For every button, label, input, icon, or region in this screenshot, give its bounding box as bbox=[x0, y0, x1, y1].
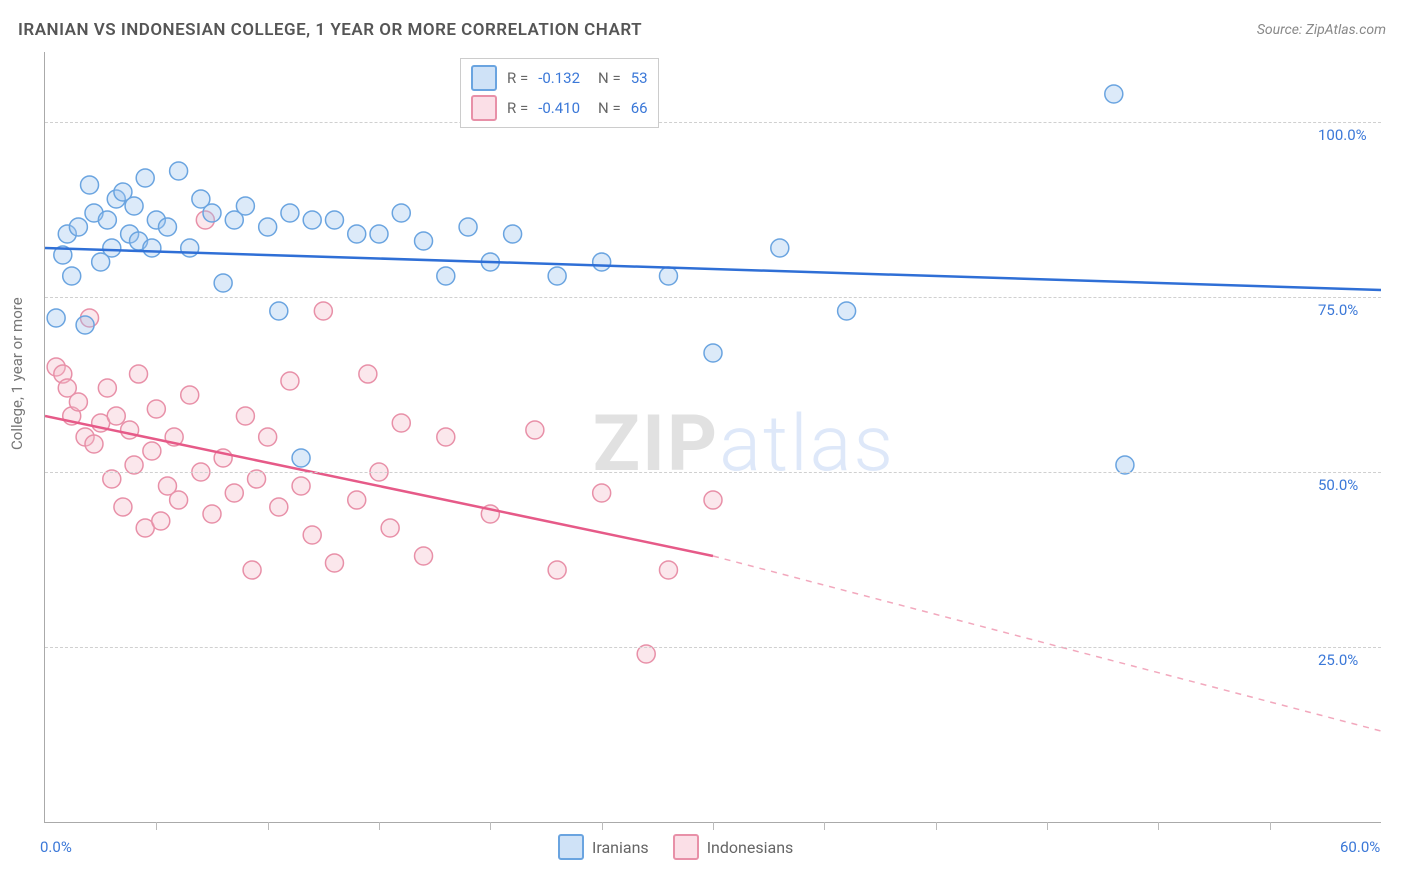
swatch-iranians bbox=[471, 65, 497, 91]
plot-svg bbox=[45, 52, 1381, 822]
legend-n-value-indonesians: 66 bbox=[631, 99, 648, 117]
legend-n-label: N = bbox=[598, 69, 621, 87]
y-tick-label: 50.0% bbox=[1318, 476, 1358, 494]
legend-r-value-indonesians: -0.410 bbox=[538, 99, 580, 117]
y-axis-label: College, 1 year or more bbox=[8, 297, 26, 450]
legend-r-label: R = bbox=[507, 99, 528, 117]
chart-title: IRANIAN VS INDONESIAN COLLEGE, 1 YEAR OR… bbox=[18, 20, 642, 40]
legend-r-label: R = bbox=[507, 69, 528, 87]
legend-item-indonesians: Indonesians bbox=[673, 834, 794, 860]
x-tick-label: 0.0% bbox=[40, 838, 72, 856]
legend-n-value-iranians: 53 bbox=[631, 69, 648, 87]
legend-row-iranians: R = -0.132 N = 53 bbox=[471, 63, 648, 93]
swatch-indonesians bbox=[673, 834, 699, 860]
swatch-iranians bbox=[558, 834, 584, 860]
legend-item-iranians: Iranians bbox=[558, 834, 649, 860]
y-tick-label: 100.0% bbox=[1318, 126, 1367, 144]
series-legend: Iranians Indonesians bbox=[558, 834, 793, 860]
legend-label-indonesians: Indonesians bbox=[707, 838, 794, 857]
source-label: Source: ZipAtlas.com bbox=[1257, 22, 1386, 38]
legend-r-value-iranians: -0.132 bbox=[538, 69, 580, 87]
swatch-indonesians bbox=[471, 95, 497, 121]
legend-n-label: N = bbox=[598, 99, 621, 117]
y-tick-label: 25.0% bbox=[1318, 651, 1358, 669]
x-tick-label: 60.0% bbox=[1340, 838, 1380, 856]
y-tick-label: 75.0% bbox=[1318, 301, 1358, 319]
legend-row-indonesians: R = -0.410 N = 66 bbox=[471, 93, 648, 123]
legend-label-iranians: Iranians bbox=[592, 838, 649, 857]
correlation-legend: R = -0.132 N = 53 R = -0.410 N = 66 bbox=[460, 58, 659, 128]
plot-area: ZIPatlas bbox=[44, 52, 1381, 823]
